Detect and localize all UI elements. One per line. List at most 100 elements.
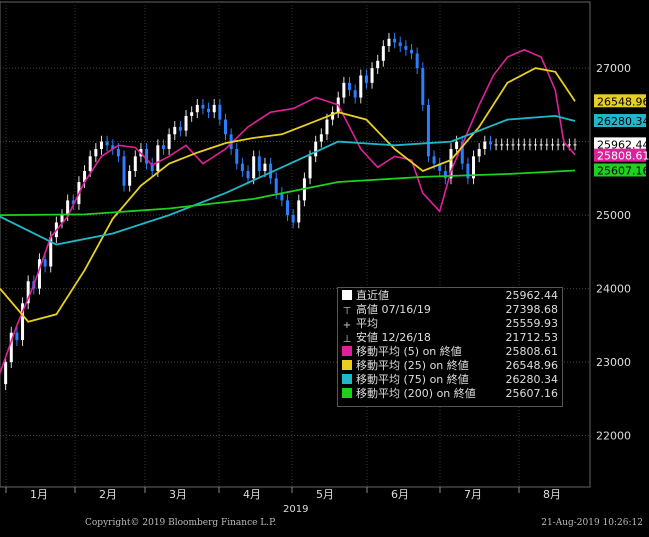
candle-body	[269, 163, 273, 179]
candle-body	[71, 200, 75, 205]
candle-body	[178, 126, 182, 131]
candle-body	[218, 104, 222, 120]
candle-body	[455, 141, 459, 149]
candle-body	[111, 145, 115, 149]
legend-row-ma5: 移動平均 (5) on 終値 25808.61	[342, 345, 558, 359]
candle-body	[195, 104, 199, 113]
y-tick-label: 23000	[596, 356, 631, 369]
candle-body	[342, 82, 346, 98]
x-tick-label: 2月	[99, 488, 117, 501]
candle-body	[122, 156, 126, 186]
x-tick-label: 1月	[30, 488, 48, 501]
timestamp-text: 21-Aug-2019 10:26:12	[541, 518, 643, 528]
price-tag-label: 25962.44	[597, 138, 649, 151]
candle-body	[522, 144, 526, 146]
price-tag: 26280.34	[594, 114, 649, 128]
candle-body	[9, 332, 13, 363]
legend-label: 移動平均 (200) on 終値	[356, 387, 476, 400]
candle-body	[359, 75, 363, 98]
candle-body	[161, 145, 165, 149]
candle-body	[505, 144, 509, 146]
candle-body	[331, 112, 335, 120]
candle-body	[370, 68, 374, 83]
legend-label: 移動平均 (25) on 終値	[356, 359, 469, 372]
x-tick-label: 7月	[464, 488, 482, 501]
candle-body	[500, 144, 504, 146]
legend-value: 25962.44	[505, 289, 559, 302]
candle-body	[246, 171, 250, 179]
candle-body	[167, 134, 171, 149]
candle-body	[263, 163, 267, 172]
x-tick-label: 3月	[169, 488, 187, 501]
candle-body	[562, 144, 566, 146]
candle-body	[201, 104, 205, 109]
candle-body	[449, 148, 453, 179]
low-marker-icon: ⊥	[342, 334, 352, 345]
candle-body	[291, 215, 295, 223]
legend-value: 21712.53	[505, 331, 559, 344]
legend-row-last: 直近値 25962.44	[342, 289, 558, 303]
candle-body	[550, 144, 554, 146]
x-tick-label: 8月	[543, 488, 561, 501]
legend-value: 25607.16	[505, 387, 559, 400]
candle-body	[415, 53, 419, 69]
legend-label: 高値 07/16/19	[356, 303, 431, 316]
candle-body	[387, 38, 391, 47]
candle-body	[438, 163, 442, 172]
candle-body	[280, 193, 284, 201]
candle-body	[460, 141, 464, 164]
legend-value: 25559.93	[505, 317, 559, 330]
candle-body	[128, 171, 132, 186]
y-tick-label: 25000	[596, 209, 631, 222]
candle-body	[477, 148, 481, 157]
candle-body	[83, 171, 87, 183]
candle-body	[99, 141, 103, 149]
candle-body	[133, 156, 137, 172]
legend-swatch-square-icon	[342, 346, 352, 356]
candle-body	[156, 145, 160, 172]
candle-body	[314, 141, 318, 157]
price-tag: 25962.44	[594, 137, 649, 151]
candle-body	[150, 163, 154, 172]
price-tag: 26548.96	[594, 94, 649, 108]
candle-body	[4, 362, 8, 385]
candle-body	[207, 108, 211, 113]
candle-body	[528, 144, 532, 146]
legend-row-high: ⊤ 高値 07/16/19 27398.68	[342, 303, 558, 317]
candle-body	[573, 144, 577, 146]
candle-body	[88, 156, 92, 172]
plot-frame	[0, 1, 591, 488]
candle-body	[37, 259, 41, 289]
price-tag-bg	[594, 148, 646, 162]
price-tag-bg	[594, 163, 646, 177]
candle-body	[472, 156, 476, 179]
price-tag-bg	[594, 114, 646, 128]
y-tick-label: 27000	[596, 62, 631, 75]
price-tag-label: 25607.16	[597, 164, 649, 177]
candle-body	[539, 144, 543, 146]
candle-body	[404, 46, 408, 50]
legend-label: 安値 12/26/18	[356, 331, 431, 344]
candle-body	[297, 200, 301, 223]
price-tag: 25808.61	[594, 148, 649, 163]
candle-body	[66, 200, 70, 216]
y-tick-label: 24000	[596, 283, 631, 296]
legend-row-ma200: 移動平均 (200) on 終値 25607.16	[342, 387, 558, 401]
candle-body	[235, 148, 239, 164]
price-tag-bg	[594, 94, 646, 108]
candle-body	[398, 42, 402, 47]
candle-body	[116, 148, 120, 157]
legend-row-average: + 平均 25559.93	[342, 317, 558, 331]
candle-body	[517, 144, 521, 146]
series-line-ma5	[0, 48, 576, 374]
y-tick-label: 22000	[596, 430, 631, 443]
legend-label: 移動平均 (75) on 終値	[356, 373, 469, 386]
candle-body	[184, 115, 188, 131]
legend-row-ma25: 移動平均 (25) on 終値 26548.96	[342, 359, 558, 373]
candle-body	[49, 237, 53, 267]
candle-body	[421, 68, 425, 105]
candle-body	[432, 156, 436, 164]
candle-body	[105, 141, 109, 146]
legend-label: 移動平均 (5) on 終値	[356, 345, 462, 358]
